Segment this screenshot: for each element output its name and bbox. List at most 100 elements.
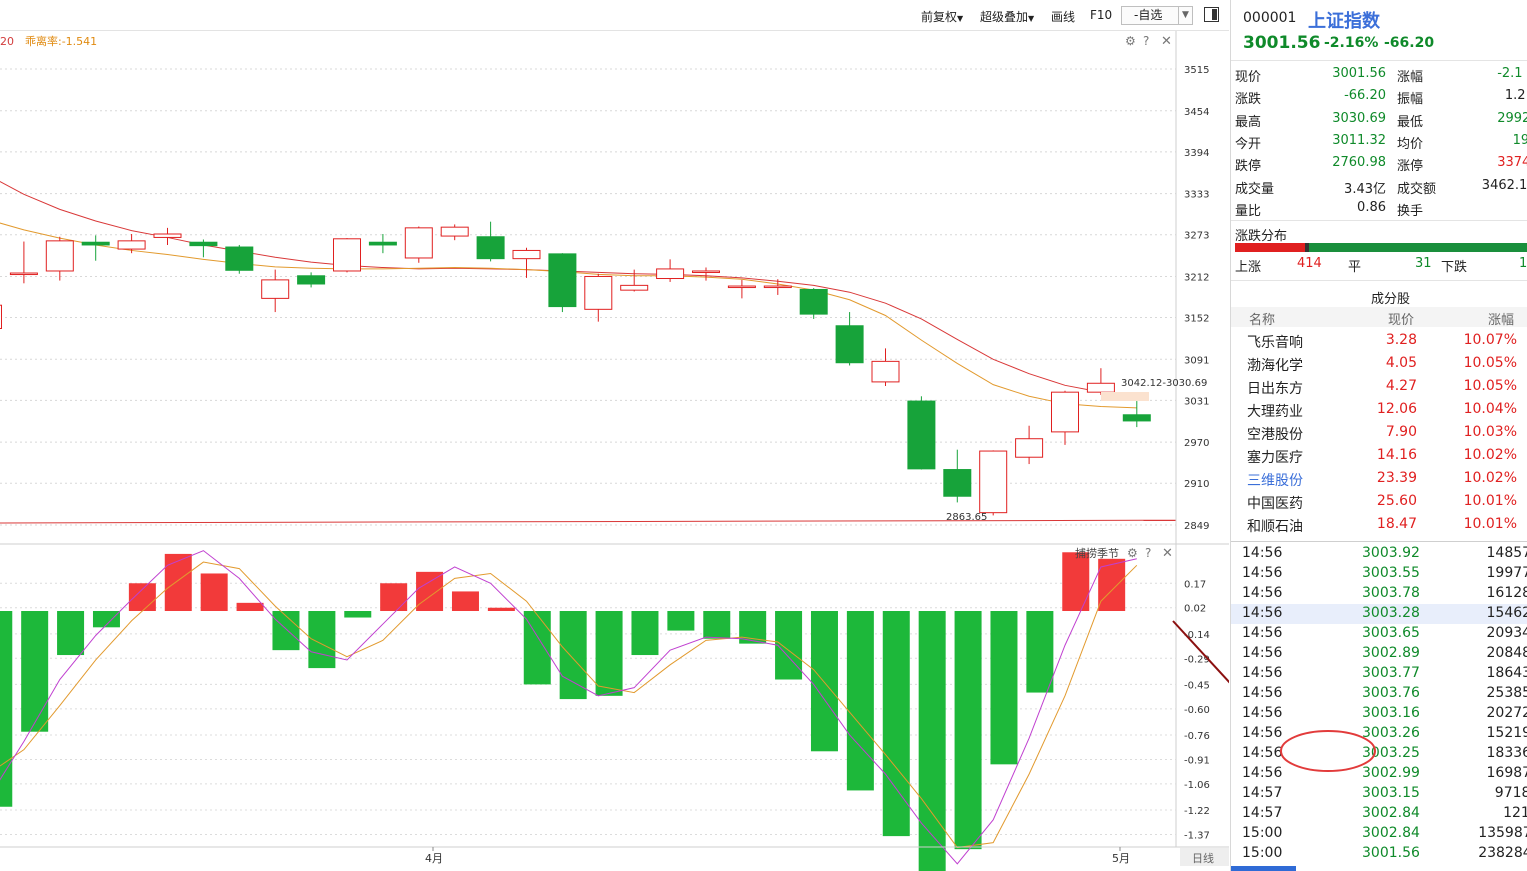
component-price: 25.60 xyxy=(1376,493,1417,509)
quote-value: 2992 xyxy=(1497,110,1527,126)
draw-line-button[interactable]: 画线 xyxy=(1051,10,1076,24)
quote-label: 涨幅 xyxy=(1397,70,1424,85)
tick-time: 14:56 xyxy=(1242,765,1283,781)
overlay-dropdown[interactable]: 超级叠加▼ xyxy=(980,8,1034,25)
help-icon[interactable]: ? xyxy=(1143,34,1149,48)
indicator-bar xyxy=(487,607,515,611)
tick-price: 3003.16 xyxy=(1362,705,1420,721)
col-price: 现价 xyxy=(1388,313,1415,328)
up-count: 414 xyxy=(1297,256,1322,271)
current-price: 3001.56 xyxy=(1243,33,1321,53)
tick-time: 14:56 xyxy=(1242,645,1283,661)
indicator-tick-label: -1.22 xyxy=(1184,806,1210,817)
tick-row: 14:57 3002.84 121 xyxy=(1231,804,1527,824)
f10-button[interactable]: F10 xyxy=(1090,8,1113,22)
component-row[interactable]: 中国医药 25.60 10.01% xyxy=(1231,492,1527,515)
component-row[interactable]: 飞乐音响 3.28 10.07% xyxy=(1231,331,1527,354)
bias-label: 乖离率:-1.541 xyxy=(25,34,97,48)
candle-body xyxy=(189,241,218,247)
help-icon[interactable]: ? xyxy=(1145,546,1151,560)
scrollbar-thumb[interactable] xyxy=(1231,866,1296,871)
candle-body xyxy=(692,270,720,273)
tick-price: 3003.65 xyxy=(1362,625,1420,641)
index-name[interactable]: 上证指数 xyxy=(1308,11,1380,32)
candle-body xyxy=(1051,391,1079,433)
dist-title: 涨跌分布 xyxy=(1235,229,1288,244)
tick-volume: 238284 xyxy=(1478,845,1527,861)
indicator-bar xyxy=(559,611,587,700)
settings-icon[interactable]: ⚙ xyxy=(1125,34,1136,48)
tick-time: 15:00 xyxy=(1242,825,1283,841)
tick-volume: 25385 xyxy=(1486,685,1527,701)
tick-row: 14:57 3003.15 9718 xyxy=(1231,784,1527,804)
chevron-down-icon: ▼ xyxy=(1178,7,1192,24)
component-price: 14.16 xyxy=(1376,447,1417,463)
component-price: 4.05 xyxy=(1385,355,1417,371)
main-grid xyxy=(0,68,1176,526)
indicator-bar xyxy=(416,571,444,611)
price-tick-label: 3212 xyxy=(1184,272,1209,283)
component-price: 18.47 xyxy=(1376,516,1417,532)
indicator-bar xyxy=(1026,611,1054,693)
close-icon[interactable]: ✕ xyxy=(1161,34,1172,49)
component-row[interactable]: 塞力医疗 14.16 10.02% xyxy=(1231,446,1527,469)
component-row[interactable]: 空港股份 7.90 10.03% xyxy=(1231,423,1527,446)
tick-price: 3002.99 xyxy=(1362,765,1420,781)
indicator-bar xyxy=(380,583,408,611)
candle-body xyxy=(297,275,326,285)
quote-value: 3030.69 xyxy=(1332,110,1386,126)
price-tick-label: 3394 xyxy=(1184,148,1209,159)
candle-body xyxy=(476,236,505,260)
component-row[interactable]: 和顺石油 18.47 10.01% xyxy=(1231,515,1527,538)
component-name: 空港股份 xyxy=(1247,427,1303,443)
components-title: 成分股 xyxy=(1371,292,1411,307)
candle-body xyxy=(333,238,361,272)
component-name: 日出东方 xyxy=(1247,381,1303,397)
component-pct: 10.05% xyxy=(1463,355,1517,371)
component-row[interactable]: 渤海化学 4.05 10.05% xyxy=(1231,354,1527,377)
component-row[interactable]: 大理药业 12.06 10.04% xyxy=(1231,400,1527,423)
tick-volume: 20848 xyxy=(1486,645,1527,661)
watchlist-select[interactable]: -自选 ▼ xyxy=(1121,6,1193,25)
component-row[interactable]: 日出东方 4.27 10.05% xyxy=(1231,377,1527,400)
indicator-bar xyxy=(775,611,803,680)
tick-volume: 18643 xyxy=(1486,665,1527,681)
component-row[interactable]: 三维股份 23.39 10.02% xyxy=(1231,469,1527,492)
index-code: 000001 xyxy=(1243,10,1297,26)
candle-body xyxy=(656,268,685,280)
candle-body xyxy=(1122,414,1151,422)
price-tick-label: 3091 xyxy=(1184,355,1209,366)
indicator-bar xyxy=(918,611,946,871)
candle-body xyxy=(9,272,38,276)
divider xyxy=(1231,280,1527,281)
annotation-ellipse xyxy=(1280,730,1376,772)
quote-value: 19 xyxy=(1512,132,1527,148)
indicator-tick-label: -0.45 xyxy=(1184,680,1210,691)
indicator-bar xyxy=(703,611,731,639)
quote-label: 均价 xyxy=(1397,136,1424,152)
tick-volume: 19977 xyxy=(1486,565,1527,581)
indicator-bars xyxy=(0,552,1126,871)
tick-volume: 15462 xyxy=(1486,605,1527,621)
quote-label: 最高 xyxy=(1235,114,1262,130)
period-label: 日线 xyxy=(1192,851,1214,865)
quote-label: 涨跌 xyxy=(1235,92,1262,108)
chart-area[interactable]: 3515 3454 3394 3333 3273 3212 3152 3091 3031 2970… xyxy=(0,31,1229,871)
candle-body xyxy=(117,240,146,250)
tick-price: 3002.89 xyxy=(1362,645,1420,661)
tick-row: 14:56 3003.65 20934 xyxy=(1231,624,1527,644)
quote-label: 成交量 xyxy=(1235,181,1275,197)
candle-body xyxy=(907,400,936,470)
watchlist-label: -自选 xyxy=(1134,8,1163,22)
component-name: 渤海化学 xyxy=(1247,358,1303,374)
tick-price: 3003.15 xyxy=(1362,785,1420,801)
quote-value: 2760.98 xyxy=(1332,155,1386,171)
settings-icon[interactable]: ⚙ xyxy=(1127,546,1138,560)
component-name: 塞力医疗 xyxy=(1247,450,1303,466)
components-header: 名称 现价 涨幅 xyxy=(1231,307,1527,328)
panel-toggle-icon[interactable] xyxy=(1204,7,1219,22)
close-icon[interactable]: ✕ xyxy=(1162,546,1173,561)
divider xyxy=(1231,541,1527,542)
period-tab[interactable] xyxy=(1180,848,1229,866)
fuquan-dropdown[interactable]: 前复权▼ xyxy=(921,8,963,25)
